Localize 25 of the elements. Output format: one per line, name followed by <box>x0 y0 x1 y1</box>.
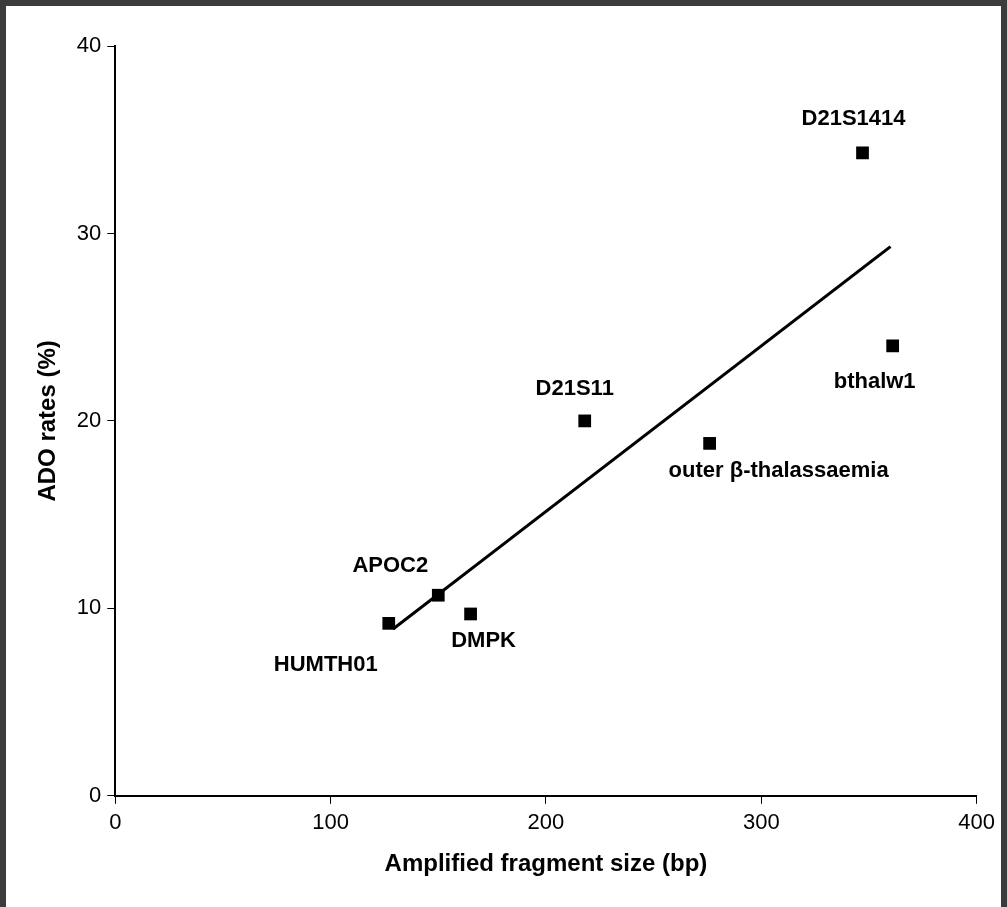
point <box>578 414 592 428</box>
x-axis-title: Amplified fragment size (bp) <box>384 849 708 877</box>
y-tick-label: 0 <box>89 781 102 807</box>
point <box>856 146 869 160</box>
annotation: HUMTH01 <box>273 651 378 677</box>
x-tick-label: 400 <box>958 809 996 835</box>
point <box>382 616 396 630</box>
annotation: D21S11 <box>535 374 614 400</box>
x-tick-label: 300 <box>742 809 780 835</box>
point <box>886 339 900 353</box>
annotation: D21S1414 <box>801 104 907 130</box>
x-tick-label: 200 <box>527 809 565 835</box>
point <box>703 437 716 450</box>
point <box>464 607 477 621</box>
y-axis-title: ADO rates (%) <box>33 340 61 502</box>
annotation: bthalw1 <box>833 367 916 393</box>
y-tick-label: 10 <box>76 594 102 620</box>
y-tick-label: 40 <box>76 32 102 58</box>
x-tick-label: 0 <box>109 809 122 835</box>
y-tick-label: 30 <box>76 219 102 245</box>
annotation: outer β-thalassaemia <box>668 457 890 483</box>
y-tick-label: 20 <box>76 406 102 432</box>
annotation: DMPK <box>451 627 517 653</box>
annotation: APOC2 <box>352 552 429 578</box>
x-tick-label: 100 <box>312 809 349 835</box>
